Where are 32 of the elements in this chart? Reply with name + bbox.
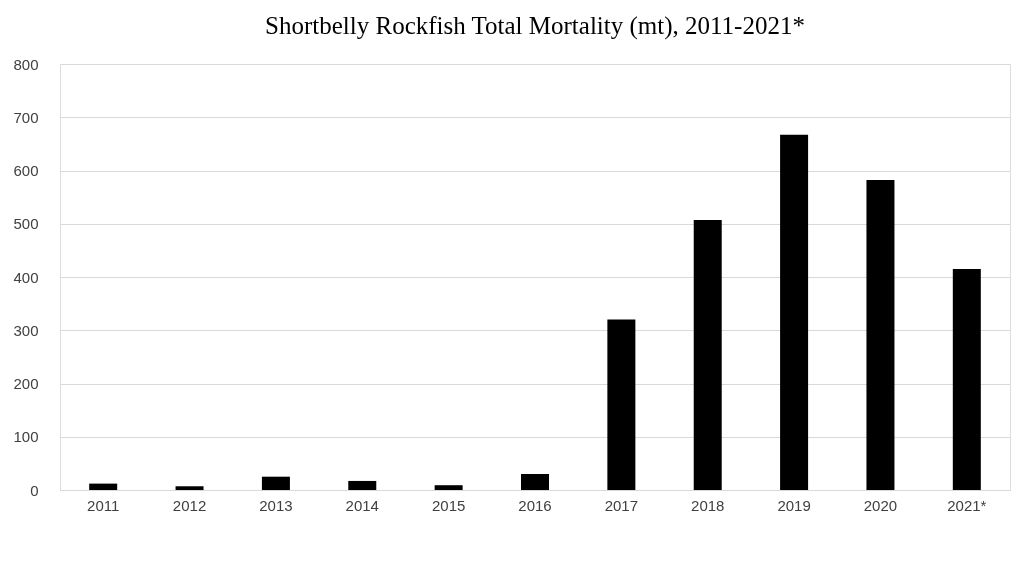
bar: [866, 180, 895, 490]
x-tick-label: 2015: [431, 496, 466, 514]
x-tick-label: 2013: [259, 496, 293, 514]
x-tick-label: 2018: [691, 496, 725, 514]
y-tick-label: 300: [13, 321, 39, 339]
x-tick-label: 2019: [777, 496, 811, 514]
bar: [434, 485, 463, 490]
y-tick-label: 800: [13, 55, 39, 73]
y-tick-label: 100: [13, 428, 39, 446]
x-tick-label: 2011: [87, 496, 120, 514]
y-tick-label: 600: [13, 162, 39, 179]
x-tick-label: 2016: [518, 496, 552, 514]
bar: [175, 486, 204, 490]
bar: [348, 480, 377, 490]
bar: [607, 319, 636, 490]
x-tick-label: 2017: [604, 496, 639, 514]
x-tick-label: 2014: [345, 496, 379, 514]
chart-title: Shortbelly Rockfish Total Mortality (mt), 2011-2021*: [265, 12, 805, 40]
bar: [693, 220, 722, 490]
x-tick-label: 2020: [863, 496, 898, 514]
y-tick-label: 200: [13, 375, 39, 392]
bar: [521, 474, 549, 490]
y-tick-label: 400: [13, 268, 39, 286]
bar: [261, 476, 290, 490]
y-tick-label: 500: [13, 215, 39, 233]
y-tick-label: 700: [13, 108, 39, 126]
x-tick-label: 2012: [172, 496, 207, 514]
bar: [780, 134, 809, 490]
y-tick-label: 0: [30, 481, 39, 499]
bar: [952, 269, 981, 490]
bar: [89, 483, 118, 490]
x-tick-label: 2021*: [947, 496, 987, 514]
